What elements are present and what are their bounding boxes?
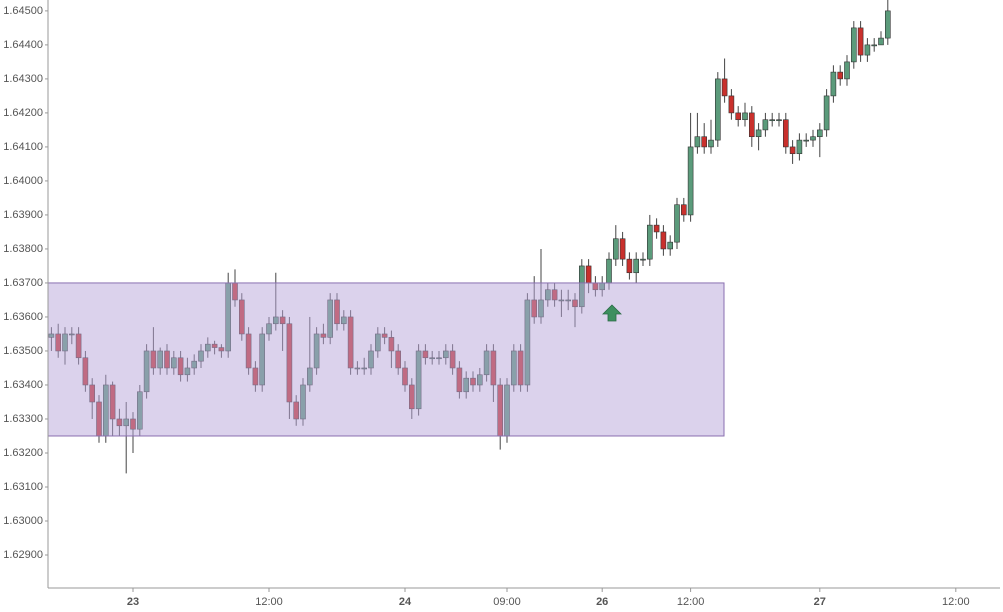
- candle-body: [742, 112, 748, 121]
- y-tick-label: 1.63000: [3, 515, 43, 527]
- y-tick-label: 1.63900: [3, 209, 43, 221]
- y-tick-label: 1.64500: [3, 5, 43, 17]
- y-tick-label: 1.64300: [3, 73, 43, 85]
- candle-body: [606, 258, 612, 284]
- candle-body: [626, 258, 633, 274]
- candle-body: [878, 37, 884, 46]
- candle-body: [884, 10, 891, 39]
- candle-body: [830, 71, 837, 97]
- candle-body: [755, 129, 762, 138]
- candle-body: [708, 139, 714, 148]
- candle-body: [701, 136, 708, 148]
- candle-body: [844, 61, 850, 80]
- candle-body: [864, 44, 871, 56]
- y-tick-label: 1.63500: [3, 345, 43, 357]
- x-tick-label: 27: [814, 596, 826, 608]
- x-tick-label: 26: [596, 596, 608, 608]
- y-tick-label: 1.63200: [3, 447, 43, 459]
- y-tick-label: 1.64100: [3, 141, 43, 153]
- y-tick-label: 1.64200: [3, 107, 43, 119]
- candle-body: [748, 112, 755, 138]
- y-tick-label: 1.64400: [3, 39, 43, 51]
- x-tick-label: 12:00: [677, 596, 705, 608]
- candle-body: [850, 27, 857, 63]
- y-tick-label: 1.63600: [3, 311, 43, 323]
- candle-body: [735, 112, 742, 121]
- buy-arrow: [602, 304, 622, 322]
- candle-body: [619, 238, 626, 260]
- candle-body: [769, 119, 776, 122]
- candle-body: [857, 27, 864, 56]
- candle-body: [687, 146, 694, 216]
- candle-body: [633, 258, 640, 274]
- x-tick-label: 12:00: [255, 596, 283, 608]
- x-tick-label: 23: [127, 596, 139, 608]
- candle-body: [585, 265, 592, 284]
- candle-body: [810, 136, 816, 141]
- candle-body: [796, 139, 803, 155]
- candle-body: [612, 238, 619, 260]
- candle-body: [721, 78, 728, 97]
- candle-body: [660, 231, 667, 250]
- candle-body: [871, 44, 878, 47]
- candle-body: [762, 119, 769, 131]
- candle-body: [823, 95, 830, 131]
- y-tick-label: 1.64000: [3, 175, 43, 187]
- candle-body: [837, 71, 844, 80]
- y-tick-label: 1.63300: [3, 413, 43, 425]
- y-tick-label: 1.63700: [3, 277, 43, 289]
- candle-body: [803, 139, 810, 142]
- candle-body: [653, 224, 660, 233]
- candle-body: [714, 78, 721, 141]
- candle-body: [776, 119, 782, 122]
- y-tick-label: 1.63800: [3, 243, 43, 255]
- x-tick-label: 12:00: [942, 596, 970, 608]
- y-tick-label: 1.63100: [3, 481, 43, 493]
- x-tick-label: 24: [399, 596, 412, 608]
- candle-body: [640, 258, 646, 261]
- candle-body: [816, 129, 823, 138]
- candle-body: [680, 204, 687, 216]
- candle-body: [667, 241, 674, 250]
- candle-body: [694, 136, 701, 148]
- x-tick-label: 09:00: [493, 596, 521, 608]
- y-tick-label: 1.62900: [3, 549, 43, 561]
- candle-body: [782, 119, 789, 148]
- candle-body: [728, 95, 735, 114]
- candle-body: [646, 224, 653, 260]
- price-zone: [47, 282, 725, 437]
- candle-body: [789, 146, 796, 155]
- candle-body: [674, 204, 680, 243]
- y-tick-label: 1.63400: [3, 379, 43, 391]
